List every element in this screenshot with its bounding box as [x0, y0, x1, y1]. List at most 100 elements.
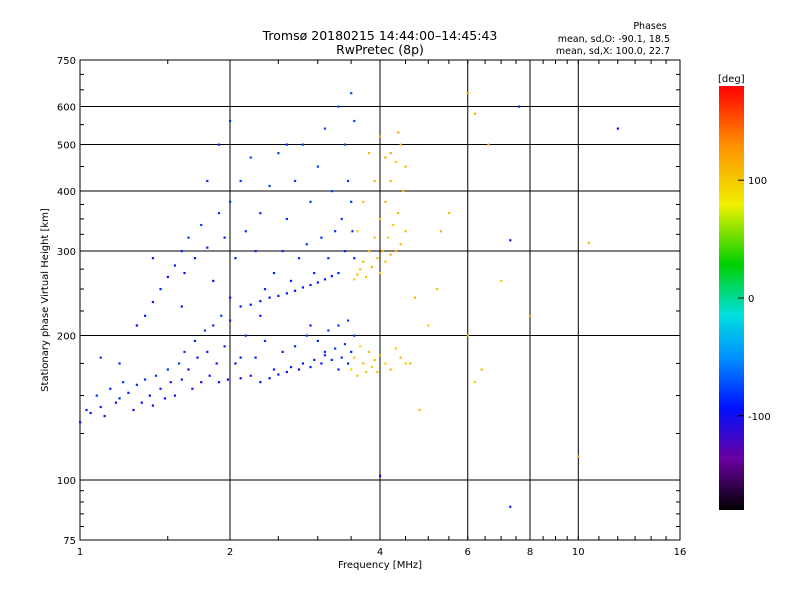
- data-point-o: [340, 217, 343, 221]
- data-point-o: [173, 264, 177, 267]
- x-tick-labels: 1 2 4 6 8 10 16: [77, 547, 687, 558]
- data-point-o: [268, 377, 271, 380]
- data-point-x: [439, 230, 443, 233]
- data-point-x: [399, 243, 402, 246]
- data-point-o: [193, 257, 197, 260]
- data-point-x: [381, 250, 384, 253]
- data-point-o: [217, 212, 221, 215]
- data-point-o: [217, 143, 221, 146]
- data-point-o: [183, 350, 186, 353]
- data-point-o: [343, 250, 347, 253]
- data-point-x: [418, 408, 421, 412]
- data-point-x: [397, 212, 400, 215]
- data-point-x: [384, 260, 387, 263]
- data-point-o: [301, 286, 305, 289]
- x-tick-label: 1: [77, 547, 83, 558]
- x-tick-label: 8: [527, 547, 533, 558]
- data-point-o: [616, 127, 619, 130]
- data-point-o: [259, 300, 262, 303]
- data-point-x: [356, 273, 359, 276]
- stats-x-line: mean, sd,X: 100.0, 22.7: [555, 46, 670, 57]
- data-point-o: [239, 305, 242, 308]
- data-point-o: [229, 119, 232, 123]
- data-point-o: [151, 404, 155, 407]
- data-point-o: [159, 387, 162, 390]
- x-tick-label: 6: [465, 547, 471, 558]
- data-point-x: [359, 345, 362, 348]
- data-point-o: [229, 296, 232, 299]
- data-point-x: [367, 250, 371, 253]
- data-point-o: [309, 324, 312, 327]
- data-point-o: [208, 374, 211, 377]
- data-point-o: [301, 362, 305, 365]
- data-point-o: [293, 289, 297, 292]
- data-point-o: [180, 250, 183, 253]
- data-point-o: [151, 257, 155, 260]
- data-point-x: [353, 278, 356, 281]
- data-point-o: [509, 505, 512, 508]
- data-point-x: [466, 334, 469, 337]
- stats-title: Phases: [633, 21, 667, 32]
- data-point-o: [289, 365, 293, 369]
- x-tick-label: 2: [227, 547, 233, 558]
- data-point-x: [376, 257, 379, 260]
- data-point-o: [337, 368, 340, 371]
- data-point-o: [223, 236, 226, 239]
- data-point-o: [95, 394, 98, 397]
- data-point-o: [173, 394, 177, 397]
- data-point-o: [169, 381, 172, 384]
- y-tick-label: 750: [57, 56, 76, 67]
- y-tick-label: 500: [57, 141, 76, 152]
- data-point-o: [350, 350, 353, 353]
- data-point-x: [359, 268, 362, 271]
- data-point-x: [394, 347, 397, 350]
- data-point-o: [313, 271, 316, 275]
- data-point-x: [373, 236, 376, 239]
- data-point-o: [148, 394, 151, 397]
- data-point-o: [200, 381, 203, 384]
- data-point-x: [435, 288, 438, 291]
- data-point-o: [346, 319, 350, 322]
- data-point-o: [268, 184, 271, 188]
- data-point-o: [350, 92, 353, 95]
- y-tick-label: 75: [63, 536, 76, 547]
- data-point-o: [135, 324, 138, 327]
- data-point-x: [367, 152, 371, 155]
- colorbar-tick-label: -100: [748, 412, 771, 423]
- data-point-o: [285, 292, 288, 295]
- data-point-o: [118, 397, 121, 400]
- data-point-o: [340, 356, 343, 359]
- data-point-o: [301, 143, 305, 146]
- data-point-x: [379, 217, 382, 221]
- data-point-o: [183, 271, 186, 275]
- data-point-o: [330, 275, 333, 278]
- data-point-o: [330, 358, 333, 362]
- data-point-o: [249, 374, 252, 377]
- data-point-o: [281, 350, 284, 353]
- x-tick-label: 4: [377, 547, 383, 558]
- data-point-x: [394, 250, 397, 253]
- data-point-o: [99, 356, 102, 359]
- data-point-o: [509, 239, 512, 242]
- data-point-o: [143, 378, 147, 381]
- data-point-o: [323, 354, 327, 357]
- data-point-x: [409, 362, 412, 365]
- data-point-x: [404, 362, 407, 365]
- data-point-o: [229, 319, 232, 322]
- data-point-x: [389, 368, 392, 371]
- data-point-x: [384, 156, 387, 159]
- data-point-o: [316, 339, 319, 343]
- data-point-x: [362, 362, 365, 365]
- data-point-o: [289, 279, 293, 283]
- data-point-x: [389, 152, 392, 155]
- data-point-x: [379, 135, 382, 138]
- data-point-o: [517, 105, 521, 108]
- data-point-x: [384, 200, 387, 203]
- data-point-x: [367, 350, 371, 353]
- data-point-o: [118, 362, 121, 365]
- data-point-o: [346, 179, 350, 183]
- data-point-x: [577, 455, 580, 458]
- data-point-o: [293, 179, 297, 183]
- data-point-x: [399, 143, 402, 146]
- data-point-o: [320, 236, 323, 239]
